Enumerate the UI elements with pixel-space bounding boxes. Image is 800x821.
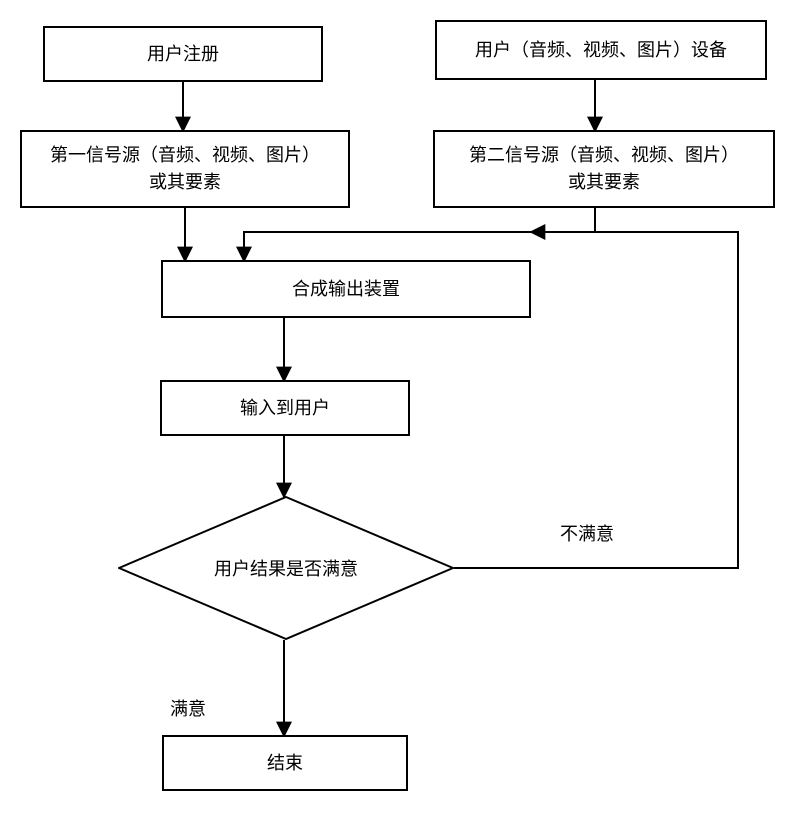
node-output-user-label: 输入到用户 xyxy=(240,395,330,422)
node-combine-label: 合成输出装置 xyxy=(292,276,400,303)
node-output-user: 输入到用户 xyxy=(160,380,410,436)
node-device-label: 用户（音频、视频、图片）设备 xyxy=(475,37,727,64)
node-register-label: 用户注册 xyxy=(147,41,219,68)
node-source2-label: 第二信号源（音频、视频、图片）或其要素 xyxy=(469,142,739,196)
node-decision-label: 用户结果是否满意 xyxy=(214,555,358,581)
node-end-label: 结束 xyxy=(267,750,303,777)
node-end: 结束 xyxy=(162,735,408,791)
node-combine: 合成输出装置 xyxy=(161,260,531,318)
node-register: 用户注册 xyxy=(43,26,323,82)
node-device: 用户（音频、视频、图片）设备 xyxy=(435,20,767,80)
edge-label-satisfied: 满意 xyxy=(170,695,206,721)
edge-label-unsatisfied-text: 不满意 xyxy=(560,524,614,544)
edge-source2-to-combine xyxy=(244,208,595,260)
edge-label-unsatisfied: 不满意 xyxy=(560,520,614,546)
node-source2: 第二信号源（音频、视频、图片）或其要素 xyxy=(433,130,775,208)
node-source1-label: 第一信号源（音频、视频、图片）或其要素 xyxy=(50,142,320,196)
edge-label-satisfied-text: 满意 xyxy=(170,699,206,719)
node-decision: 用户结果是否满意 xyxy=(118,496,454,640)
node-source1: 第一信号源（音频、视频、图片）或其要素 xyxy=(20,130,350,208)
